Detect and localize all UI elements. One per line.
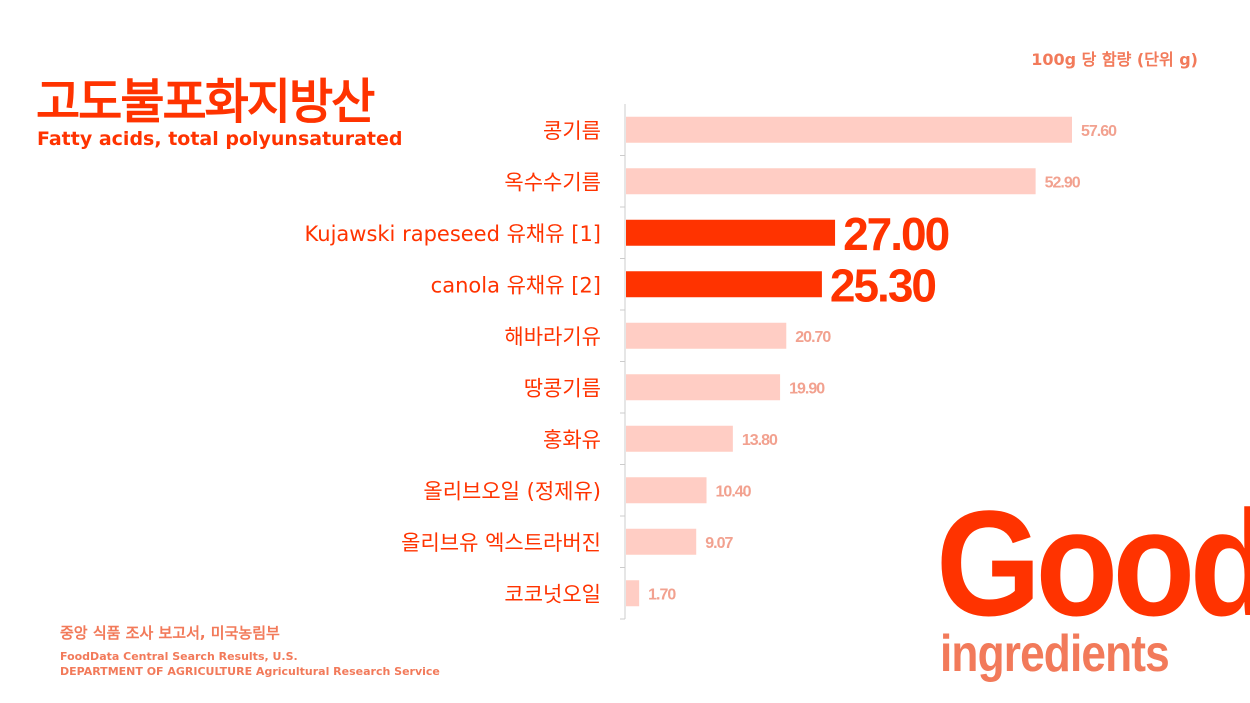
- value-label: 27.00: [843, 208, 949, 260]
- bar: [626, 116, 1072, 143]
- source-korean: 중앙 식품 조사 보고서, 미국농림부: [60, 624, 280, 642]
- chart-title: 고도불포화지방산: [36, 74, 375, 130]
- category-label: 옥수수기름: [504, 170, 601, 194]
- bar: [626, 425, 733, 452]
- category-label: canola 유채유 [2]: [431, 273, 601, 297]
- category-label: 해바라기유: [504, 325, 601, 349]
- value-label: 13.80: [742, 432, 778, 449]
- category-label: 코코넛오일: [504, 582, 601, 606]
- value-label: 10.40: [716, 483, 752, 500]
- value-label: 52.90: [1045, 174, 1081, 191]
- category-label: 홍화유: [543, 428, 601, 452]
- bar: [626, 271, 822, 298]
- bar: [626, 219, 836, 246]
- bar: [626, 168, 1036, 195]
- bar: [626, 580, 640, 607]
- bar: [626, 528, 697, 555]
- value-label: 19.90: [789, 380, 825, 397]
- source-english-line1: FoodData Central Search Results, U.S.: [60, 650, 298, 663]
- bar: [626, 477, 707, 504]
- source-english-line2: DEPARTMENT OF AGRICULTURE Agricultural R…: [60, 665, 440, 678]
- value-label: 25.30: [830, 259, 936, 311]
- chart-subtitle: Fatty acids, total polyunsaturated: [37, 128, 403, 150]
- good-badge-word: Good: [936, 479, 1250, 647]
- category-label: 땅콩기름: [524, 376, 601, 400]
- unit-note: 100g 당 함량 (단위 g): [1031, 50, 1198, 69]
- source-note: 중앙 식품 조사 보고서, 미국농림부 FoodData Central Sea…: [60, 622, 440, 679]
- value-label: 9.07: [705, 535, 733, 552]
- bar: [626, 374, 781, 401]
- value-label: 20.70: [795, 329, 831, 346]
- category-label: 올리브오일 (정제유): [423, 479, 601, 503]
- value-label: 1.70: [648, 586, 676, 603]
- value-label: 57.60: [1081, 123, 1117, 140]
- category-label: Kujawski rapeseed 유채유 [1]: [305, 222, 601, 246]
- bar: [626, 322, 787, 349]
- category-label: 콩기름: [543, 119, 601, 143]
- good-badge-sub: ingredients: [940, 625, 1170, 683]
- category-label: 올리브유 엑스트라버진: [401, 531, 601, 555]
